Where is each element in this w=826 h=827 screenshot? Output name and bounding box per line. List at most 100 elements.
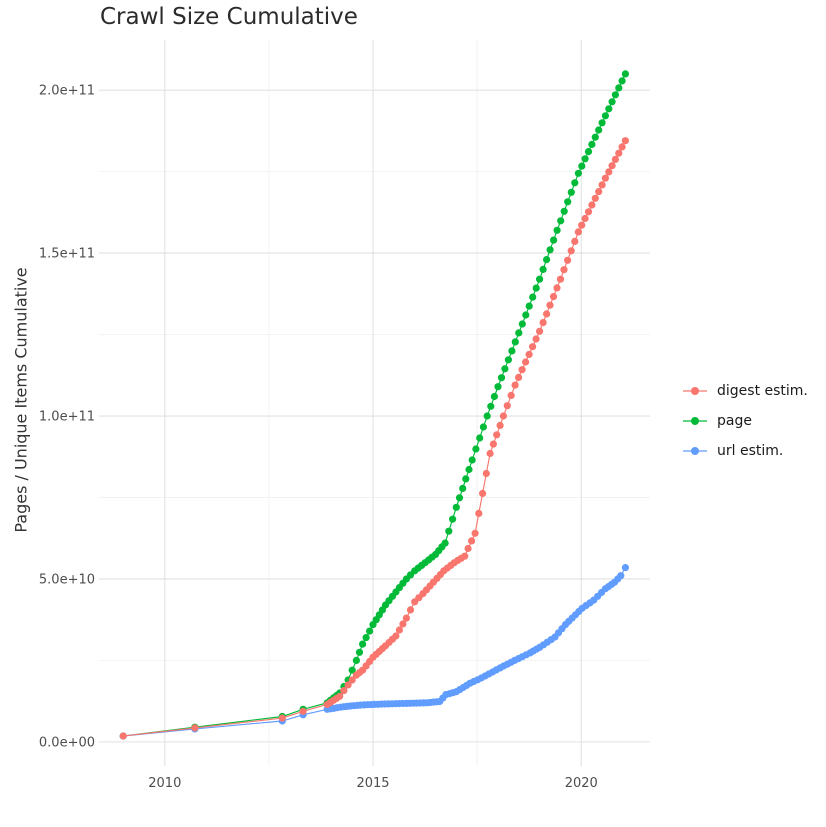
series-digest-dot — [503, 402, 511, 410]
series-digest-dot — [601, 174, 610, 182]
series-digest-dot — [119, 732, 127, 740]
series-digest-dot — [471, 529, 479, 537]
legend-item-url: url estim. — [681, 436, 808, 466]
series-page-dot — [490, 392, 498, 401]
series-digest-dot — [567, 247, 575, 255]
series-page-dot — [546, 246, 554, 254]
series-page-dot — [515, 329, 523, 337]
series-digest-dot — [529, 343, 537, 351]
series-digest-dot — [461, 552, 469, 560]
x-tick-label: 2015 — [356, 776, 389, 791]
series-page-dot — [352, 656, 360, 665]
series-digest-dot — [468, 537, 476, 545]
legend-item-digest: digest estim. — [681, 376, 808, 406]
series-page-dot — [532, 284, 540, 292]
series-page-dot — [462, 475, 470, 483]
series-page-dot — [508, 347, 516, 355]
series-digest-dot — [489, 440, 497, 448]
series-digest-dot — [340, 687, 348, 695]
series-page-dot — [518, 320, 526, 328]
series-digest-dot — [618, 143, 626, 151]
series-url-dot — [617, 572, 625, 580]
series-page-dot — [553, 226, 561, 234]
series-page-dot — [567, 188, 575, 196]
series-digest-dot — [588, 201, 596, 209]
series-digest-dot — [464, 544, 472, 553]
series-digest-dot — [584, 208, 593, 216]
y-tick-label: 2.0e+11 — [39, 84, 95, 99]
series-digest-dot — [493, 431, 501, 439]
series-page-dot — [615, 84, 623, 92]
series-digest-dot — [482, 469, 490, 478]
legend-key-page-icon — [683, 417, 707, 425]
series-page-dot — [483, 412, 491, 420]
series-digest-dot — [344, 681, 352, 689]
series-page-dot — [539, 265, 547, 273]
series-digest-dot — [525, 350, 533, 358]
series-digest-dot — [564, 256, 572, 264]
series-page-dot — [605, 105, 613, 113]
series-page-dot — [591, 133, 599, 141]
series-digest-dot — [536, 327, 544, 335]
legend-label-url: url estim. — [717, 443, 784, 459]
y-tick-label: 0.0e+00 — [39, 735, 95, 750]
y-tick-label: 1.0e+11 — [39, 410, 95, 425]
series-digest-dot — [532, 335, 540, 343]
series-digest-dot — [336, 692, 344, 700]
series-page-dot — [366, 627, 374, 635]
series-page-dot — [501, 365, 509, 373]
series-digest-dot — [399, 620, 407, 628]
series-page-dot — [355, 648, 364, 656]
series-page-dot — [560, 207, 568, 215]
series-page-dot — [557, 217, 565, 225]
series-page-dot — [529, 293, 537, 301]
series-digest-dot — [546, 301, 554, 309]
series-page-dot — [459, 484, 467, 492]
series-digest-dot — [543, 310, 551, 318]
series-page-dot — [571, 179, 579, 187]
series-digest-dot — [571, 237, 579, 245]
series-page-dot — [452, 503, 460, 511]
series-page-dot — [497, 374, 506, 382]
series-page-dot — [455, 494, 464, 502]
series-page-dot — [595, 126, 603, 134]
series-page-dot — [598, 119, 606, 127]
series-page-dot — [543, 256, 551, 264]
series-page-dot — [588, 140, 596, 148]
y-tick-label: 5.0e+10 — [39, 572, 95, 587]
series-page-dot — [574, 169, 583, 177]
series-digest-dot — [515, 373, 523, 381]
series-digest-dot — [598, 181, 606, 189]
series-page-dot — [511, 338, 519, 346]
series-digest-dot — [392, 632, 400, 640]
series-digest-dot — [348, 676, 356, 684]
series-page-dot — [465, 465, 473, 474]
series-digest-dot — [406, 606, 415, 614]
x-tick-label: 2020 — [565, 776, 598, 791]
series-page-dot — [608, 98, 616, 106]
legend-item-page: page — [681, 406, 808, 436]
series-digest-dot — [522, 358, 530, 366]
series-page-dot — [362, 634, 370, 642]
series-digest-dot — [191, 724, 199, 732]
series-page-dot — [348, 666, 356, 674]
series-page-dot — [601, 112, 610, 120]
legend-label-page: page — [717, 413, 752, 429]
series-digest-dot — [621, 137, 630, 145]
series-digest-dot — [479, 489, 487, 497]
series-page-dot — [525, 302, 533, 310]
legend-key-digest-icon — [683, 387, 707, 395]
y-axis-title: Pages / Unique Items Cumulative — [11, 267, 31, 533]
series-page-dot — [359, 640, 367, 648]
series-page-dot — [611, 91, 620, 99]
series-digest-dot — [556, 275, 565, 283]
series-digest-dot — [578, 221, 586, 229]
series-digest-dot — [549, 293, 558, 301]
series-digest-dot — [395, 626, 403, 634]
series-digest-dot — [499, 412, 507, 420]
series-digest-dot — [496, 421, 504, 429]
series-digest-dot — [553, 284, 561, 292]
series-digest-dot — [608, 162, 616, 170]
